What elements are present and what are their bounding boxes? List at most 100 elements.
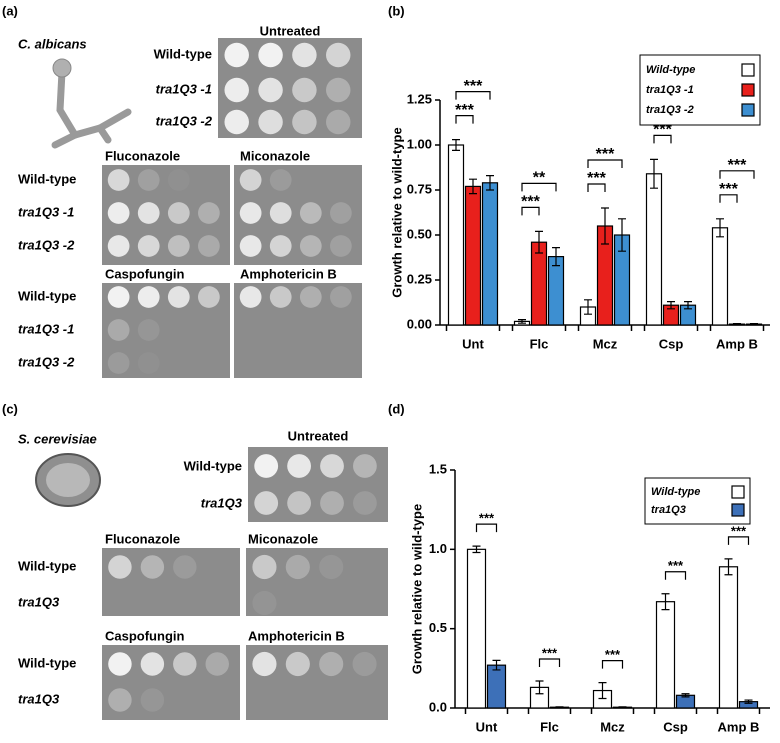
error-bar	[552, 247, 560, 267]
spot	[258, 42, 283, 68]
y-tick-label: 0.75	[407, 181, 432, 196]
spot	[287, 454, 311, 478]
strain-label: tra1Q3 -2	[18, 354, 75, 369]
bar	[464, 185, 482, 326]
legend-box	[644, 477, 751, 525]
spot	[140, 688, 165, 712]
x-tick-label: Mcz	[600, 719, 625, 734]
spot	[326, 109, 351, 135]
spot	[320, 491, 344, 515]
spot	[254, 454, 279, 478]
error-bar	[684, 301, 692, 310]
spot	[167, 202, 190, 224]
spot	[353, 491, 377, 515]
spot	[330, 286, 352, 308]
spot	[352, 651, 377, 677]
strain-label: tra1Q3	[18, 691, 60, 706]
spot	[108, 688, 132, 712]
x-tick-label: Flc	[540, 719, 559, 734]
spot	[137, 169, 160, 191]
spot	[239, 202, 262, 224]
bar	[466, 548, 487, 709]
spot	[326, 77, 351, 103]
significance-label: ***	[479, 511, 495, 526]
spot	[224, 77, 249, 103]
error-bar	[667, 301, 675, 310]
spot	[252, 590, 277, 616]
spot	[198, 235, 220, 257]
x-tick-label: Amp B	[718, 719, 760, 734]
error-bar	[618, 218, 626, 252]
error-bar	[733, 322, 741, 326]
panel-label: (c)	[2, 401, 18, 416]
spot	[299, 235, 322, 257]
error-bar	[535, 230, 543, 254]
strain-label: tra1Q3 -1	[18, 321, 74, 336]
significance-label: ***	[668, 558, 684, 573]
y-tick-label: 1.00	[407, 136, 432, 151]
panel-label: (a)	[2, 3, 18, 18]
condition-label: Untreated	[260, 23, 321, 38]
condition-label: Fluconazole	[105, 531, 180, 546]
legend-label: Wild-type	[646, 64, 695, 76]
significance-label: ***	[521, 194, 540, 211]
legend-label: tra1Q3 -1	[646, 84, 694, 96]
spot	[299, 202, 322, 224]
strain-label: tra1Q3	[18, 594, 60, 609]
significance-bracket	[521, 182, 557, 192]
spot	[252, 554, 277, 580]
legend-box	[639, 54, 761, 126]
bar	[547, 256, 565, 326]
spot	[205, 652, 229, 676]
x-tick-label: Flc	[530, 336, 549, 351]
significance-label: ***	[605, 647, 621, 662]
bar	[718, 566, 739, 709]
condition-label: Untreated	[288, 428, 349, 443]
spot	[137, 202, 160, 224]
bar	[530, 241, 548, 326]
legend-swatch	[741, 103, 755, 117]
spot	[330, 202, 352, 224]
error-bar	[469, 178, 477, 195]
significance-bracket	[664, 571, 687, 580]
legend-swatch	[731, 485, 745, 499]
bar	[447, 144, 465, 326]
strain-label: tra1Q3 -1	[18, 204, 74, 219]
spot	[269, 235, 292, 257]
strain-label: Wild-type	[18, 171, 76, 186]
significance-label: ***	[653, 122, 672, 139]
spot	[287, 491, 311, 515]
spot	[269, 202, 292, 224]
significance-bracket	[475, 523, 498, 533]
spot	[258, 77, 283, 103]
error-bar	[724, 558, 733, 576]
spot	[330, 235, 352, 257]
significance-label: ***	[455, 102, 474, 119]
spot	[258, 109, 283, 135]
y-tick-label: 1.0	[429, 541, 447, 556]
significance-bracket	[587, 183, 606, 192]
condition-label: Miconazole	[248, 531, 318, 546]
error-bar	[618, 706, 627, 709]
strain-label: Wild-type	[154, 46, 212, 61]
spot	[269, 169, 292, 191]
spot	[173, 555, 197, 579]
spot	[319, 651, 344, 677]
y-tick-label: 0.50	[407, 226, 432, 241]
spot	[167, 235, 190, 257]
spot	[239, 235, 262, 257]
y-tick-label: 1.5	[429, 461, 447, 476]
strain-label: tra1Q3 -2	[156, 113, 213, 128]
condition-label: Amphotericin B	[240, 266, 337, 281]
significance-label: ***	[542, 645, 558, 660]
significance-label: ***	[731, 523, 747, 538]
spot	[292, 42, 317, 68]
significance-label: ***	[719, 181, 738, 198]
error-bar	[650, 158, 658, 189]
spot	[269, 286, 292, 308]
spot	[107, 169, 130, 191]
significance-bracket	[455, 115, 474, 124]
error-bar	[681, 693, 690, 698]
yeast-icon	[46, 463, 90, 497]
